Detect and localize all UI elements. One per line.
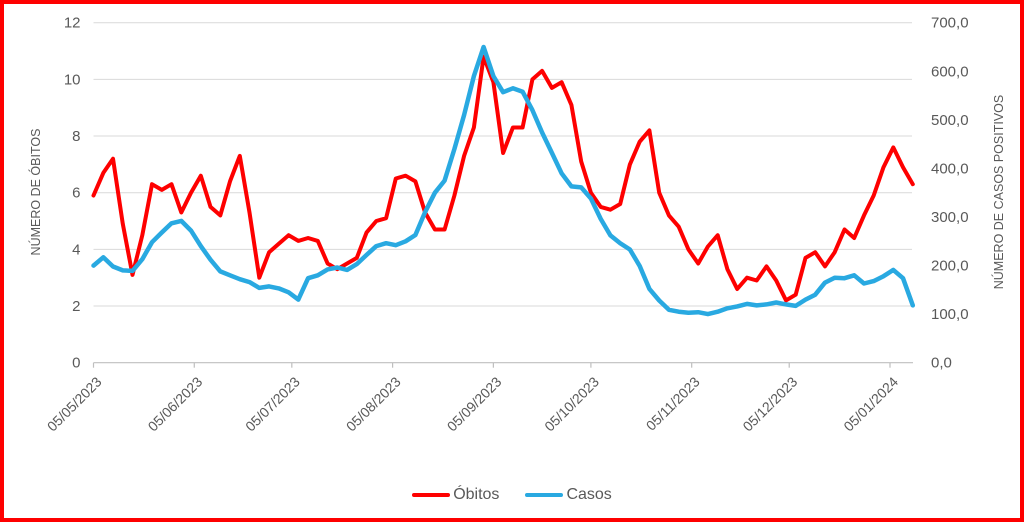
legend-item-casos: Casos (525, 486, 612, 504)
legend-label-obitos: Óbitos (453, 486, 500, 503)
casos-line-swatch (525, 492, 564, 498)
x-tick-label: 05/08/2023 (343, 373, 404, 434)
y-tick-label-right: 700,0 (931, 15, 969, 32)
left-axis-title: NÚMERO DE ÓBITOS (28, 129, 43, 256)
x-tick-label: 05/05/2023 (44, 373, 105, 434)
x-tick-label: 05/01/2024 (840, 373, 901, 434)
y-tick-label-left: 6 (72, 185, 80, 202)
y-tick-label-left: 4 (72, 241, 80, 258)
x-tick-label: 05/06/2023 (145, 373, 206, 434)
series-casos-line (91, 44, 916, 317)
y-tick-label-right: 500,0 (931, 112, 969, 129)
y-tick-label-right: 300,0 (931, 209, 969, 226)
legend-item-obitos: Óbitos (412, 486, 499, 504)
series-obitos-line (91, 54, 915, 303)
y-tick-label-right: 600,0 (931, 63, 969, 80)
x-tick-label: 05/09/2023 (444, 373, 505, 434)
y-tick-label-left: 10 (64, 71, 81, 88)
y-tick-label-right: 200,0 (931, 258, 969, 275)
x-tick-label: 05/12/2023 (739, 373, 800, 434)
y-tick-label-left: 12 (64, 15, 81, 32)
legend-label-casos: Casos (566, 486, 612, 503)
y-tick-label-right: 400,0 (931, 160, 969, 177)
x-tick-label: 05/11/2023 (643, 373, 703, 433)
y-tick-label-left: 2 (72, 298, 80, 315)
y-tick-label-right: 100,0 (931, 306, 969, 323)
y-tick-label-left: 0 (72, 355, 80, 372)
x-tick-label: 05/07/2023 (242, 373, 303, 434)
obitos-line-swatch (412, 492, 451, 498)
y-tick-label-left: 8 (72, 128, 80, 145)
chart-legend: Óbitos Casos (4, 486, 1020, 504)
y-tick-label-right: 0,0 (931, 355, 952, 372)
right-axis-title: NÚMERO DE CASOS POSITIVOS (991, 95, 1006, 289)
x-tick-label: 05/10/2023 (541, 373, 602, 434)
line-chart: 0 2 4 6 8 10 12 0,0 100,0 200,0 300,0 400,0 500,0 600… (28, 15, 1006, 435)
